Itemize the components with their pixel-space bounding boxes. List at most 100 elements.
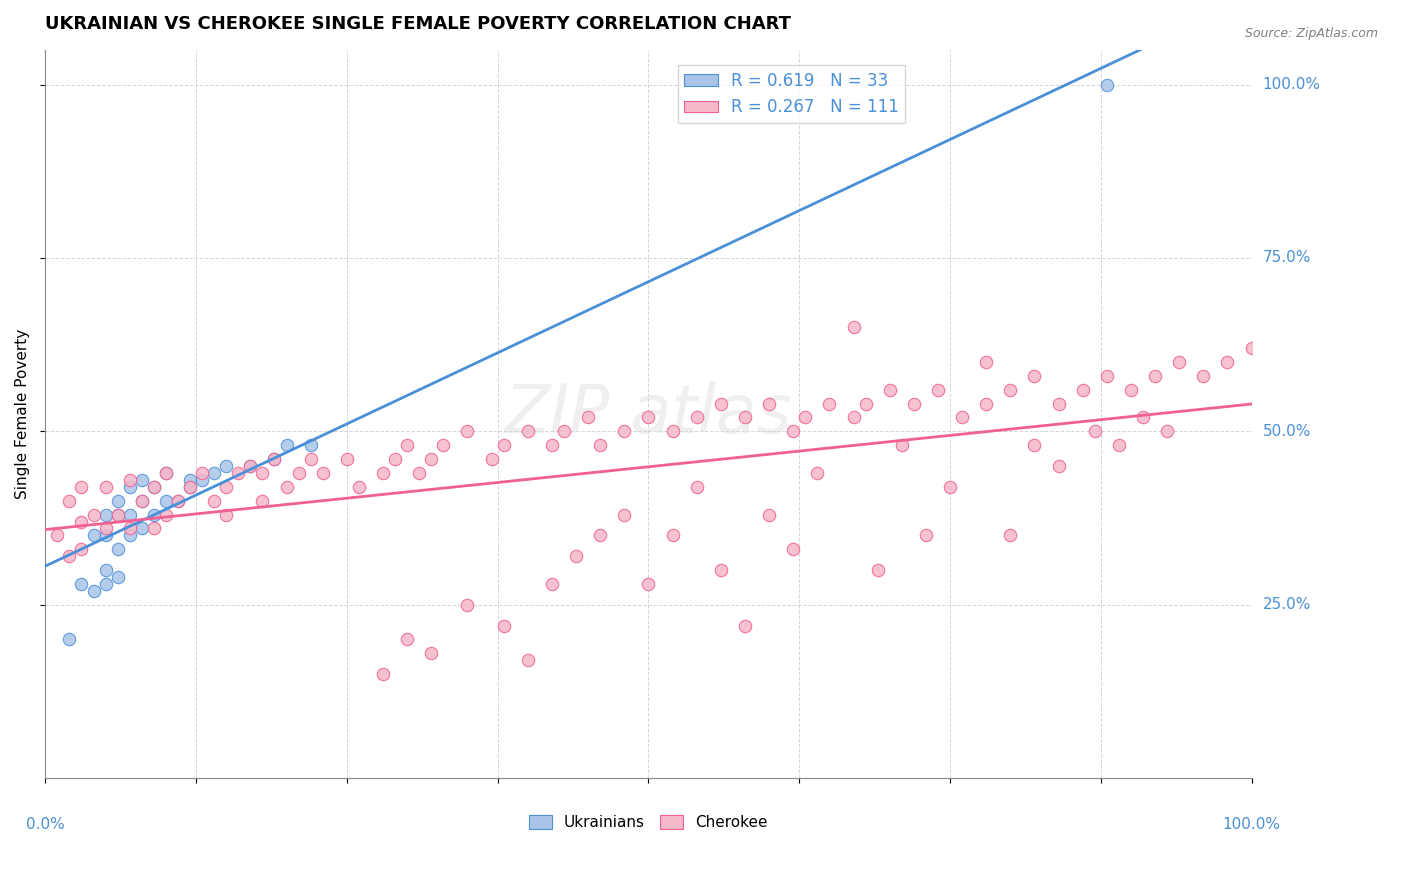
Point: [215, 458, 238, 473]
Point: [879, 383, 901, 397]
Point: [589, 528, 612, 542]
Text: 75.0%: 75.0%: [1263, 251, 1310, 266]
Point: [142, 480, 165, 494]
Point: [974, 355, 997, 369]
Text: 100.0%: 100.0%: [1263, 77, 1320, 92]
Point: [1168, 355, 1191, 369]
Point: [516, 653, 538, 667]
Text: UKRAINIAN VS CHEROKEE SINGLE FEMALE POVERTY CORRELATION CHART: UKRAINIAN VS CHEROKEE SINGLE FEMALE POVE…: [45, 15, 792, 33]
Point: [276, 480, 298, 494]
Point: [1144, 368, 1167, 383]
Point: [1156, 425, 1178, 439]
Point: [58, 632, 80, 647]
Point: [107, 542, 129, 557]
Point: [83, 508, 105, 522]
Text: 100.0%: 100.0%: [1223, 817, 1281, 832]
Point: [661, 425, 683, 439]
Legend: Ukrainians, Cherokee: Ukrainians, Cherokee: [523, 809, 775, 836]
Point: [915, 528, 938, 542]
Point: [1108, 438, 1130, 452]
Point: [263, 452, 285, 467]
Point: [83, 528, 105, 542]
Point: [782, 542, 804, 557]
Point: [70, 515, 93, 529]
Point: [276, 438, 298, 452]
Point: [782, 425, 804, 439]
Point: [142, 480, 165, 494]
Point: [239, 458, 262, 473]
Point: [613, 508, 636, 522]
Point: [1084, 425, 1107, 439]
Point: [456, 598, 478, 612]
Point: [252, 493, 274, 508]
Point: [70, 577, 93, 591]
Point: [758, 396, 780, 410]
Point: [371, 667, 394, 681]
Point: [167, 493, 190, 508]
Point: [1240, 341, 1263, 355]
Point: [794, 410, 817, 425]
Point: [1095, 368, 1118, 383]
Point: [336, 452, 359, 467]
Point: [142, 508, 165, 522]
Point: [384, 452, 406, 467]
Point: [686, 480, 709, 494]
Point: [58, 549, 80, 564]
Point: [637, 577, 659, 591]
Point: [492, 618, 515, 632]
Point: [1216, 355, 1239, 369]
Point: [155, 493, 177, 508]
Point: [1132, 410, 1154, 425]
Point: [94, 577, 117, 591]
Point: [70, 480, 93, 494]
Point: [432, 438, 454, 452]
Point: [287, 466, 309, 480]
Point: [131, 521, 153, 535]
Point: [613, 425, 636, 439]
Point: [589, 438, 612, 452]
Point: [202, 493, 225, 508]
Point: [396, 632, 419, 647]
Point: [94, 508, 117, 522]
Point: [420, 452, 443, 467]
Point: [516, 425, 538, 439]
Point: [1047, 396, 1070, 410]
Point: [202, 466, 225, 480]
Point: [118, 521, 141, 535]
Point: [576, 410, 599, 425]
Point: [818, 396, 841, 410]
Point: [890, 438, 912, 452]
Point: [842, 410, 865, 425]
Point: [107, 570, 129, 584]
Point: [396, 438, 419, 452]
Point: [1047, 458, 1070, 473]
Point: [710, 563, 733, 577]
Point: [939, 480, 962, 494]
Point: [1095, 78, 1118, 92]
Point: [456, 425, 478, 439]
Point: [252, 466, 274, 480]
Point: [94, 480, 117, 494]
Point: [94, 563, 117, 577]
Point: [420, 646, 443, 660]
Point: [1024, 368, 1046, 383]
Point: [637, 410, 659, 425]
Point: [118, 508, 141, 522]
Point: [118, 528, 141, 542]
Point: [215, 480, 238, 494]
Point: [107, 508, 129, 522]
Point: [855, 396, 877, 410]
Text: 0.0%: 0.0%: [25, 817, 65, 832]
Point: [299, 438, 322, 452]
Point: [866, 563, 889, 577]
Point: [481, 452, 503, 467]
Point: [408, 466, 430, 480]
Point: [1000, 528, 1022, 542]
Text: 25.0%: 25.0%: [1263, 598, 1310, 612]
Point: [661, 528, 683, 542]
Point: [1071, 383, 1094, 397]
Point: [1024, 438, 1046, 452]
Point: [167, 493, 190, 508]
Point: [131, 493, 153, 508]
Point: [58, 493, 80, 508]
